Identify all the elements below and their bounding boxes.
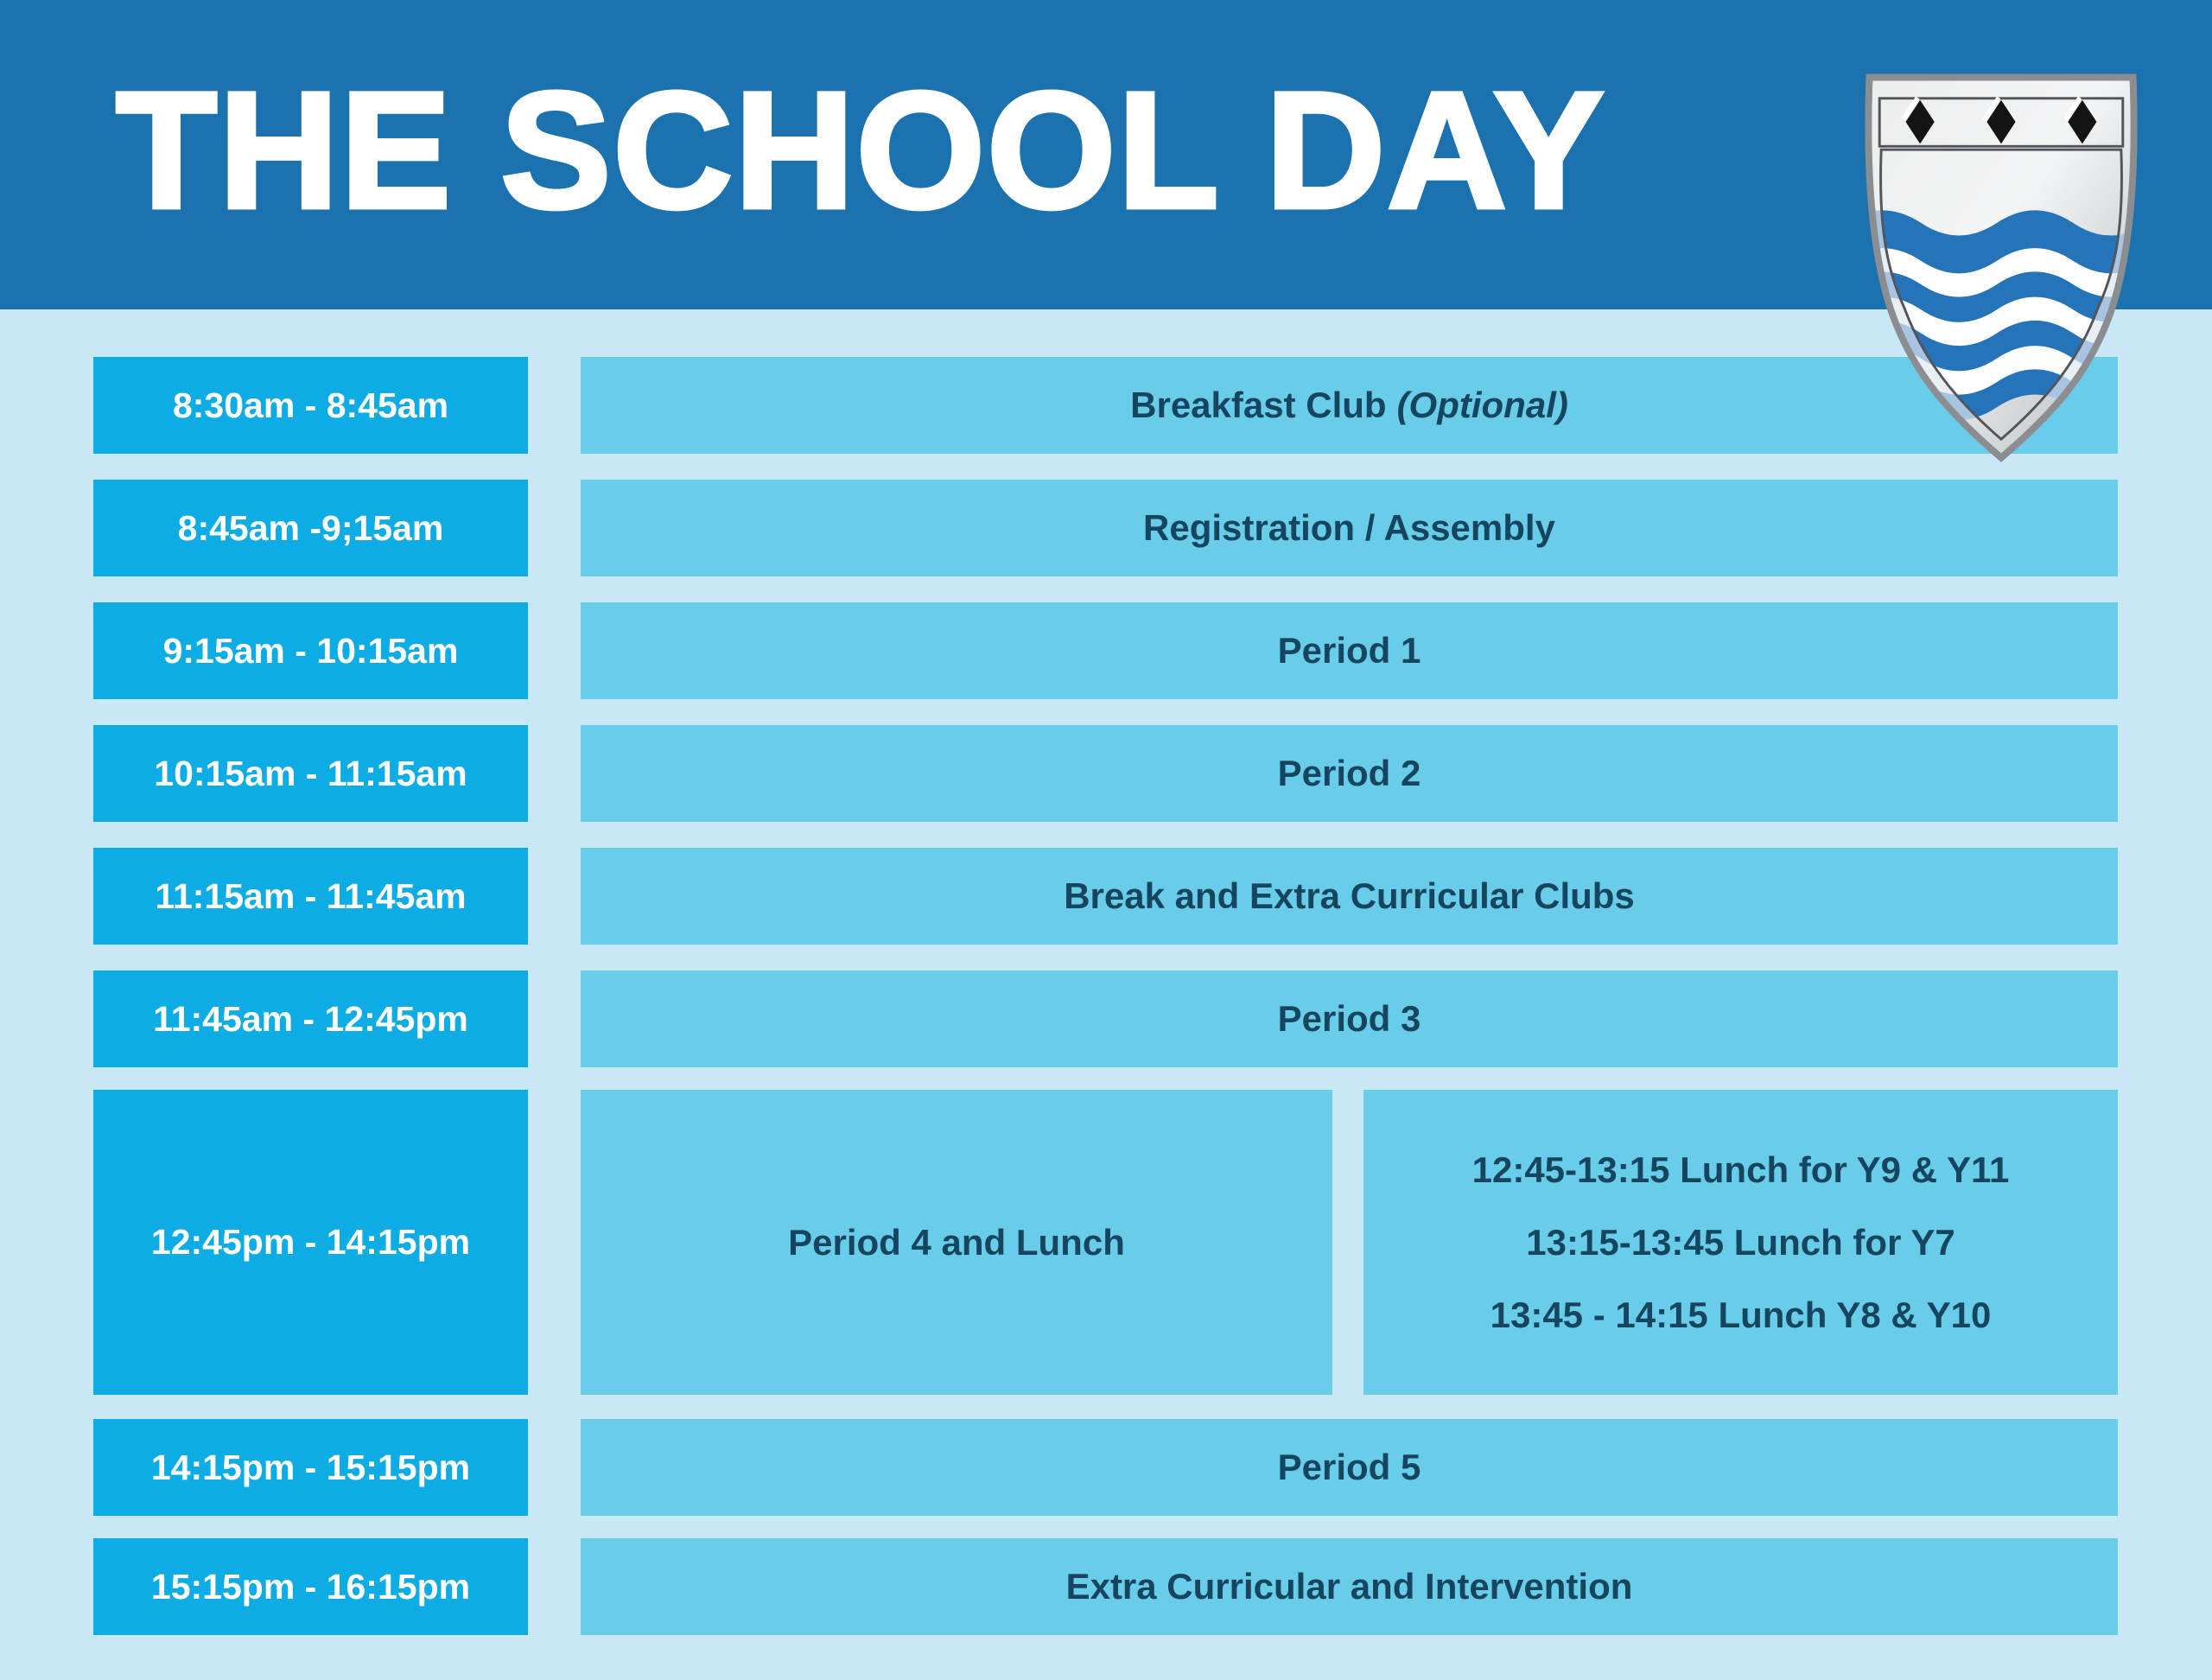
activity-cell: Extra Curricular and Intervention — [581, 1538, 2118, 1635]
shield-inner-line — [1879, 148, 2123, 442]
page-title: THE SCHOOL DAY — [113, 55, 1606, 245]
activity-cell: Period 2 — [581, 725, 2118, 822]
time-cell: 14:15pm - 15:15pm — [93, 1419, 528, 1516]
activity-text: Period 5 — [1277, 1447, 1421, 1487]
activity-text: Period 3 — [1277, 998, 1421, 1039]
time-cell: 11:45am - 12:45pm — [93, 970, 528, 1067]
lunch-line: 13:45 - 14:15 Lunch Y8 & Y10 — [1490, 1294, 1992, 1335]
time-text: 12:45pm - 14:15pm — [150, 1222, 471, 1262]
schedule-row-period5: 14:15pm - 15:15pm Period 5 — [0, 1419, 2212, 1516]
time-cell: 8:45am -9;15am — [93, 480, 528, 576]
schedule-row-extra-curricular: 15:15pm - 16:15pm Extra Curricular and I… — [0, 1538, 2212, 1635]
activity-text: Breakfast Club — [1130, 385, 1387, 425]
time-cell: 12:45pm - 14:15pm — [93, 1090, 528, 1395]
three-black-diamonds — [1901, 96, 2097, 144]
time-text: 8:45am -9;15am — [177, 507, 444, 548]
schedule-row-period1: 9:15am - 10:15am Period 1 — [0, 602, 2212, 699]
activity-text: Period 4 and Lunch — [788, 1221, 1125, 1263]
time-text: 8:30am - 8:45am — [172, 385, 449, 425]
activity-text: Registration / Assembly — [1143, 507, 1555, 548]
activity-note-text: (Optional) — [1396, 385, 1568, 425]
activity-text: Period 1 — [1277, 630, 1421, 671]
time-text: 14:15pm - 15:15pm — [150, 1447, 471, 1487]
time-text: 9:15am - 10:15am — [162, 630, 459, 671]
schedule-row-period3: 11:45am - 12:45pm Period 3 — [0, 970, 2212, 1067]
shield-outer-rim — [1865, 73, 2138, 462]
schedule-row-breakfast: 8:30am - 8:45am Breakfast Club (Optional… — [0, 357, 2212, 454]
time-cell: 9:15am - 10:15am — [93, 602, 528, 699]
schedule-row-period4-lunch: 12:45pm - 14:15pm Period 4 and Lunch 12:… — [0, 1090, 2212, 1395]
lunch-line: 13:15-13:45 Lunch for Y7 — [1526, 1221, 1955, 1263]
schedule-row-break: 11:15am - 11:45am Break and Extra Curric… — [0, 848, 2212, 945]
time-text: 11:15am - 11:45am — [155, 875, 467, 916]
school-crest-shield-icon — [1865, 73, 2138, 462]
activity-text: Extra Curricular and Intervention — [1065, 1566, 1633, 1607]
lunch-details-cell: 12:45-13:15 Lunch for Y9 & Y11 13:15-13:… — [1363, 1090, 2118, 1395]
activity-cell: Period 1 — [581, 602, 2118, 699]
time-cell: 15:15pm - 16:15pm — [93, 1538, 528, 1635]
lunch-line: 12:45-13:15 Lunch for Y9 & Y11 — [1471, 1149, 2010, 1190]
activity-cell: Breakfast Club (Optional) — [581, 357, 2118, 454]
schedule-row-period2: 10:15am - 11:15am Period 2 — [0, 725, 2212, 822]
activity-cell: Registration / Assembly — [581, 480, 2118, 576]
activity-cell: Period 5 — [581, 1419, 2118, 1516]
activity-cell: Break and Extra Curricular Clubs — [581, 848, 2118, 945]
activity-text: Break and Extra Curricular Clubs — [1064, 875, 1635, 916]
time-text: 10:15am - 11:15am — [154, 753, 467, 793]
activity-cell: Period 3 — [581, 970, 2118, 1067]
header-band: THE SCHOOL DAY — [0, 0, 2212, 309]
time-cell: 10:15am - 11:15am — [93, 725, 528, 822]
chief-band — [1878, 97, 2125, 148]
time-text: 11:45am - 12:45pm — [153, 998, 468, 1039]
time-text: 15:15pm - 16:15pm — [150, 1566, 471, 1607]
activity-cell: Period 4 and Lunch — [581, 1090, 1332, 1395]
time-cell: 11:15am - 11:45am — [93, 848, 528, 945]
schedule-row-registration: 8:45am -9;15am Registration / Assembly — [0, 480, 2212, 576]
activity-text: Period 2 — [1277, 753, 1421, 793]
time-cell: 8:30am - 8:45am — [93, 357, 528, 454]
